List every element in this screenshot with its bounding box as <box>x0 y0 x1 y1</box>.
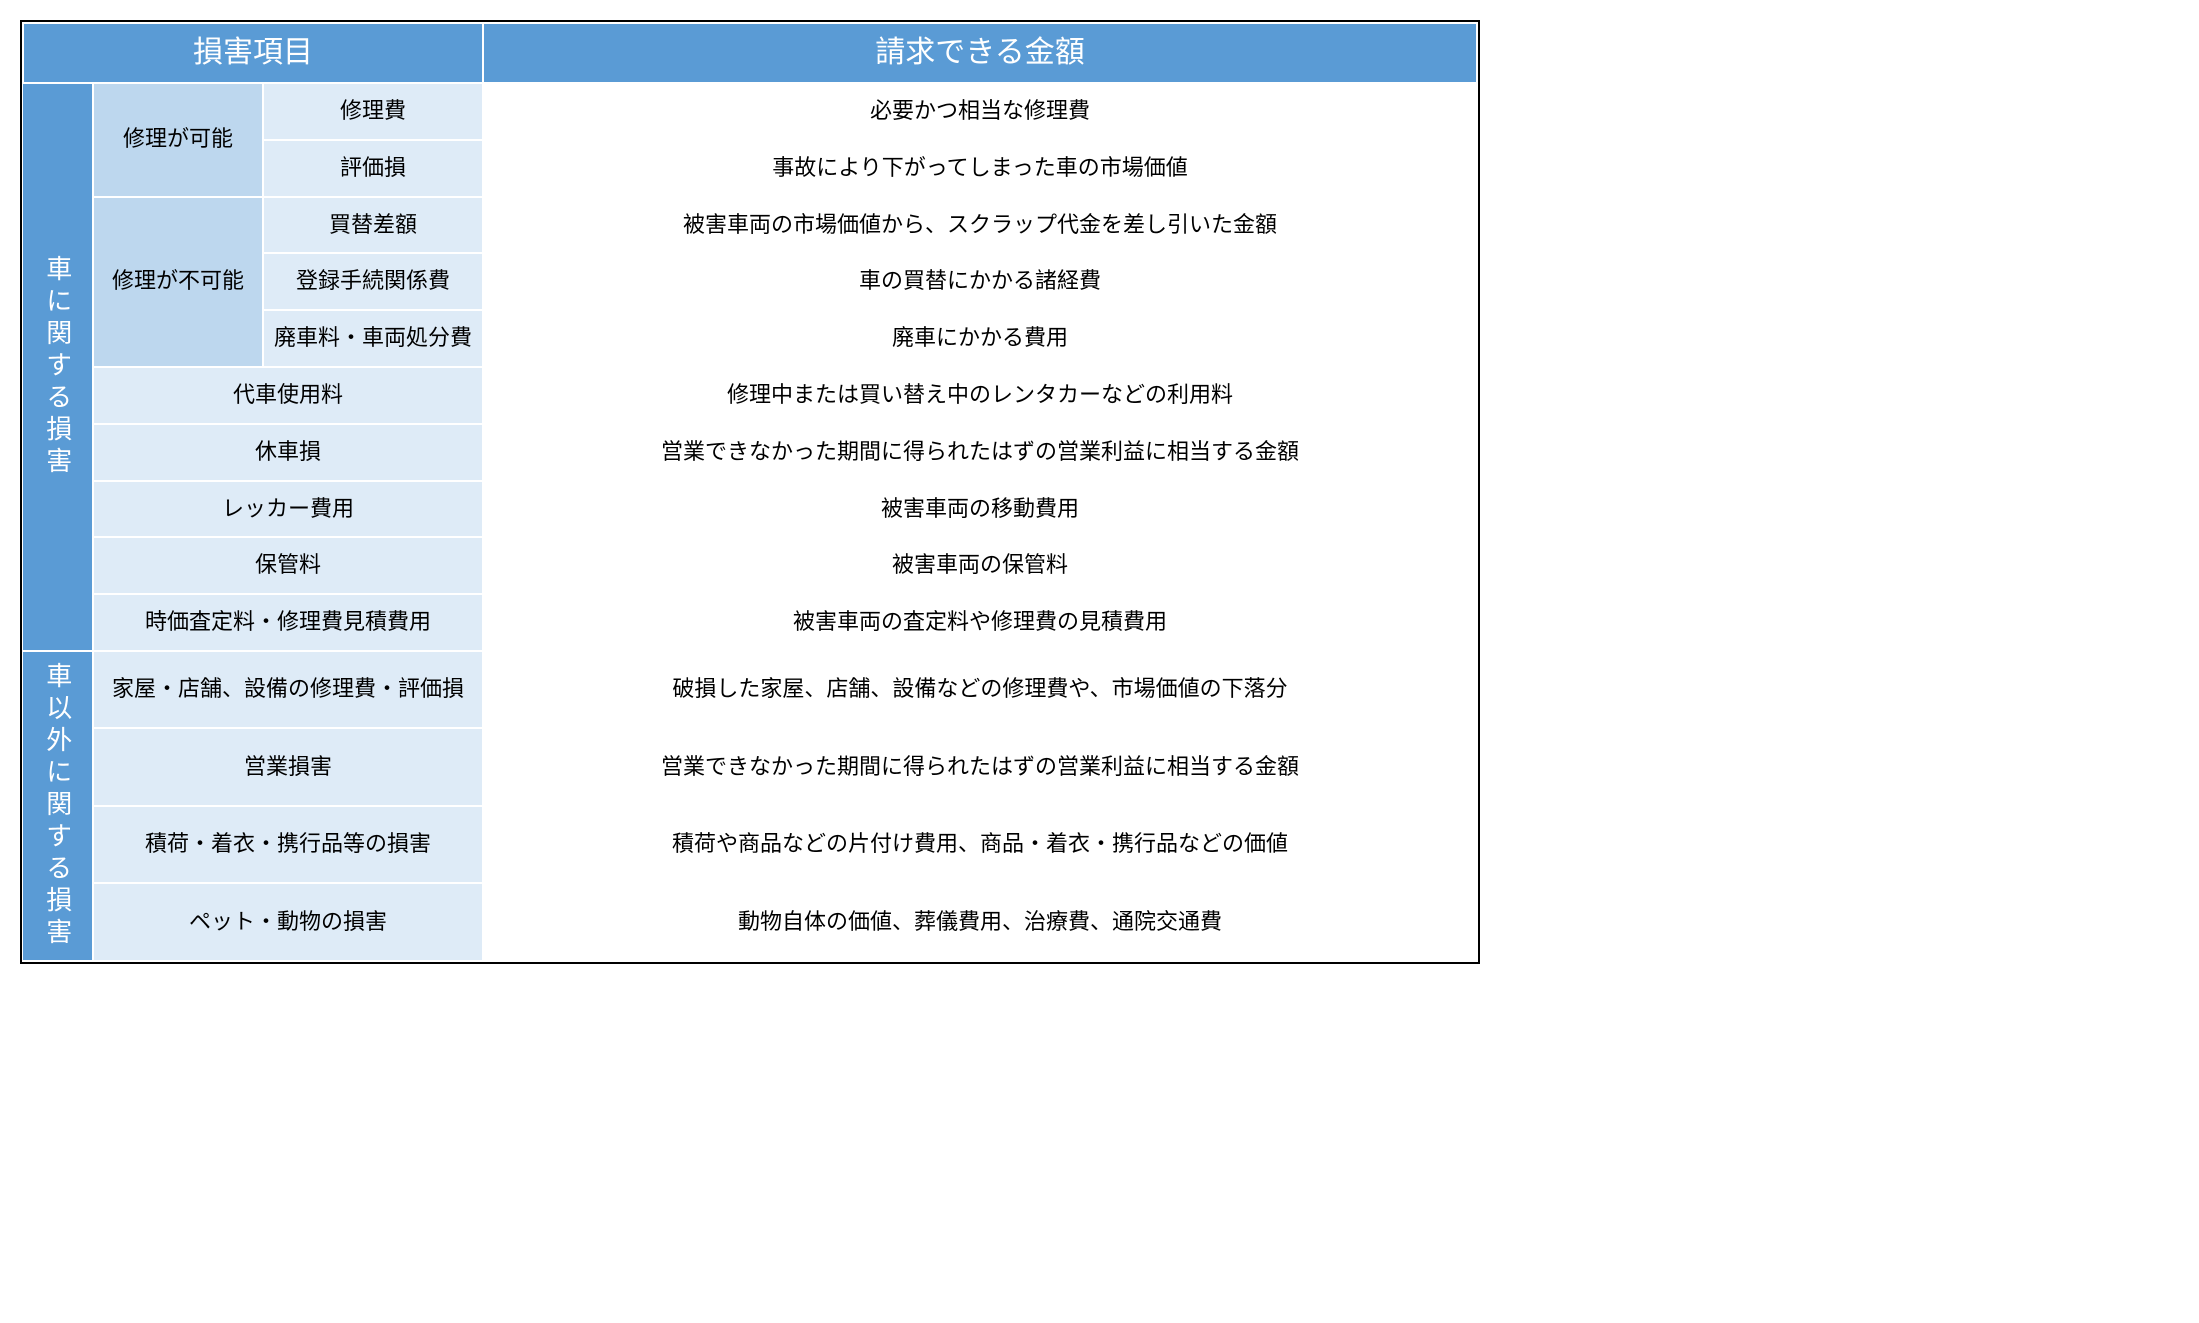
item-cell: 登録手続関係費 <box>263 253 483 310</box>
amount-cell: 破損した家屋、店舗、設備などの修理費や、市場価値の下落分 <box>483 651 1477 729</box>
category-car: 車に関する損害 <box>23 83 93 651</box>
table-row: 積荷・着衣・携行品等の損害 積荷や商品などの片付け費用、商品・着衣・携行品などの… <box>23 806 1477 884</box>
table-row: ペット・動物の損害 動物自体の価値、葬儀費用、治療費、通院交通費 <box>23 883 1477 961</box>
item-cell: 時価査定料・修理費見積費用 <box>93 594 483 651</box>
table-row: 代車使用料 修理中または買い替え中のレンタカーなどの利用料 <box>23 367 1477 424</box>
table-row: 営業損害 営業できなかった期間に得られたはずの営業利益に相当する金額 <box>23 728 1477 806</box>
table-row: レッカー費用 被害車両の移動費用 <box>23 481 1477 538</box>
header-damage-item: 損害項目 <box>23 23 483 83</box>
amount-cell: 事故により下がってしまった車の市場価値 <box>483 140 1477 197</box>
amount-cell: 動物自体の価値、葬儀費用、治療費、通院交通費 <box>483 883 1477 961</box>
table-row: 車に関する損害 修理が可能 修理費 必要かつ相当な修理費 <box>23 83 1477 140</box>
header-row: 損害項目 請求できる金額 <box>23 23 1477 83</box>
amount-cell: 廃車にかかる費用 <box>483 310 1477 367</box>
item-cell: 休車損 <box>93 424 483 481</box>
amount-cell: 被害車両の市場価値から、スクラップ代金を差し引いた金額 <box>483 197 1477 254</box>
item-cell: 積荷・着衣・携行品等の損害 <box>93 806 483 884</box>
table-row: 時価査定料・修理費見積費用 被害車両の査定料や修理費の見積費用 <box>23 594 1477 651</box>
damage-table-container: 損害項目 請求できる金額 車に関する損害 修理が可能 修理費 必要かつ相当な修理… <box>20 20 1480 964</box>
table-row: 車以外に関する損害 家屋・店舗、設備の修理費・評価損 破損した家屋、店舗、設備な… <box>23 651 1477 729</box>
table-row: 修理が不可能 買替差額 被害車両の市場価値から、スクラップ代金を差し引いた金額 <box>23 197 1477 254</box>
item-cell: レッカー費用 <box>93 481 483 538</box>
damage-table: 損害項目 請求できる金額 車に関する損害 修理が可能 修理費 必要かつ相当な修理… <box>22 22 1478 962</box>
subgroup-repairable: 修理が可能 <box>93 83 263 197</box>
item-cell: ペット・動物の損害 <box>93 883 483 961</box>
table-row: 休車損 営業できなかった期間に得られたはずの営業利益に相当する金額 <box>23 424 1477 481</box>
amount-cell: 必要かつ相当な修理費 <box>483 83 1477 140</box>
item-cell: 買替差額 <box>263 197 483 254</box>
item-cell: 保管料 <box>93 537 483 594</box>
item-cell: 家屋・店舗、設備の修理費・評価損 <box>93 651 483 729</box>
category-other: 車以外に関する損害 <box>23 651 93 961</box>
item-cell: 評価損 <box>263 140 483 197</box>
subgroup-not-repairable: 修理が不可能 <box>93 197 263 367</box>
amount-cell: 被害車両の保管料 <box>483 537 1477 594</box>
amount-cell: 車の買替にかかる諸経費 <box>483 253 1477 310</box>
item-cell: 代車使用料 <box>93 367 483 424</box>
table-row: 保管料 被害車両の保管料 <box>23 537 1477 594</box>
header-claimable-amount: 請求できる金額 <box>483 23 1477 83</box>
amount-cell: 営業できなかった期間に得られたはずの営業利益に相当する金額 <box>483 728 1477 806</box>
amount-cell: 修理中または買い替え中のレンタカーなどの利用料 <box>483 367 1477 424</box>
item-cell: 廃車料・車両処分費 <box>263 310 483 367</box>
amount-cell: 被害車両の移動費用 <box>483 481 1477 538</box>
amount-cell: 営業できなかった期間に得られたはずの営業利益に相当する金額 <box>483 424 1477 481</box>
item-cell: 営業損害 <box>93 728 483 806</box>
item-cell: 修理費 <box>263 83 483 140</box>
amount-cell: 積荷や商品などの片付け費用、商品・着衣・携行品などの価値 <box>483 806 1477 884</box>
amount-cell: 被害車両の査定料や修理費の見積費用 <box>483 594 1477 651</box>
